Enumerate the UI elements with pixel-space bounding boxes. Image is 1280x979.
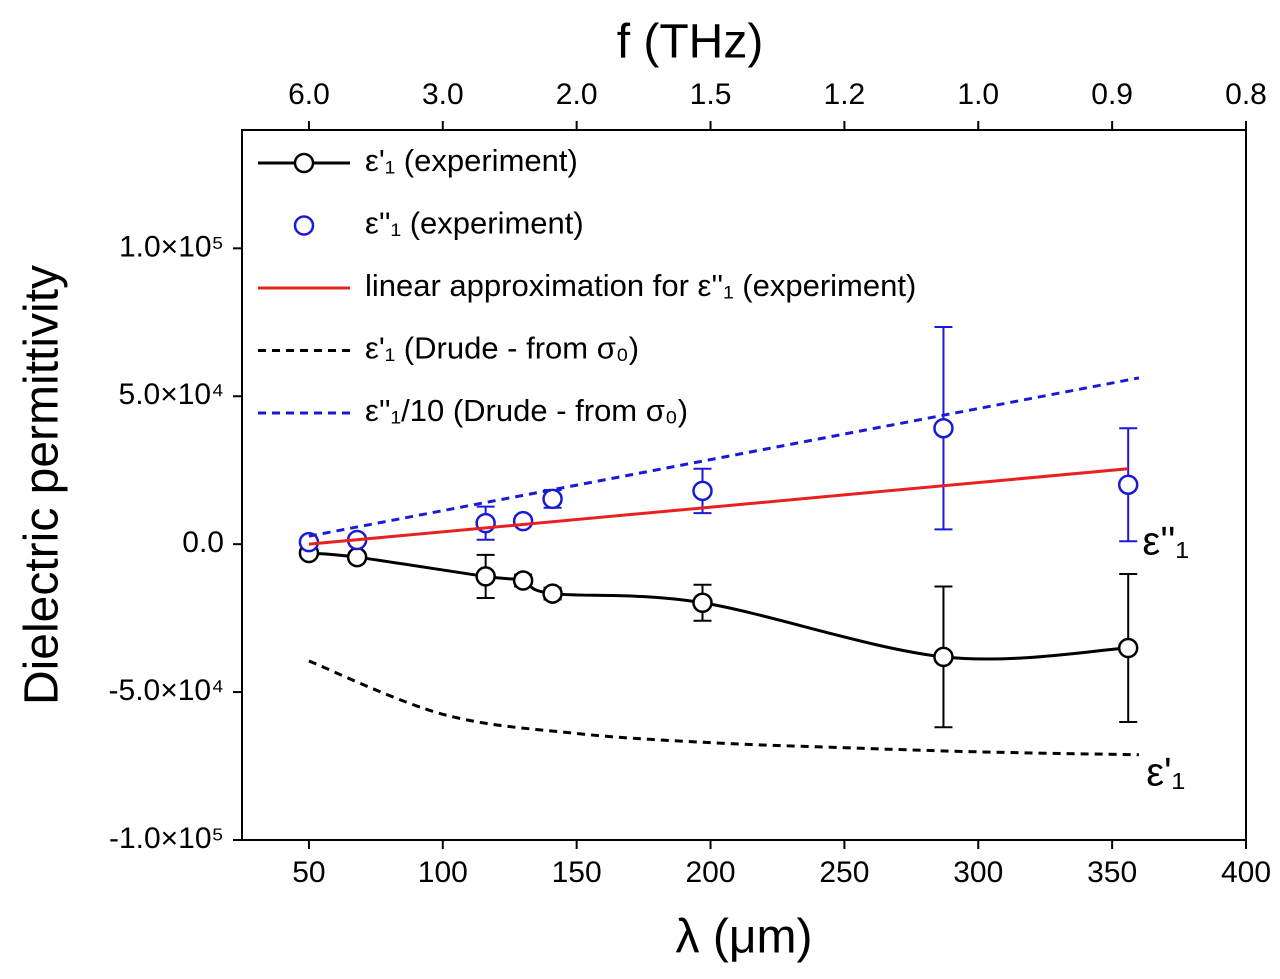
top-axis-title: f (THz) [617, 16, 764, 69]
top-tick-label: 1.2 [824, 78, 866, 111]
plot-frame [241, 129, 1247, 841]
x-tick-label: 200 [686, 856, 736, 889]
x-axis-title: λ (μm) [676, 911, 813, 964]
x-tick-label: 150 [552, 856, 602, 889]
top-tick-label: 1.5 [690, 78, 732, 111]
series-line [308, 376, 1140, 538]
legend-label: ε'₁ (Drude - from σ₀) [365, 331, 639, 366]
top-tick-label: 3.0 [422, 78, 464, 111]
legend-marker [293, 152, 315, 174]
top-tick-label: 2.0 [556, 78, 598, 111]
data-point [1117, 474, 1139, 495]
annotation: ε''₁ [1142, 520, 1189, 564]
data-point [346, 546, 368, 568]
legend-label: linear approximation for ε''₁ (experimen… [365, 268, 916, 303]
data-point [475, 566, 496, 587]
legend-marker [293, 215, 315, 236]
data-point [933, 646, 954, 668]
data-point [1117, 637, 1139, 659]
series-line [308, 551, 1129, 661]
data-point [512, 570, 534, 591]
legend-label: ε'₁ (experiment) [365, 143, 578, 178]
data-point [692, 480, 713, 502]
data-point [542, 583, 563, 604]
series-line [308, 467, 1129, 546]
top-tick-label: 0.9 [1091, 78, 1133, 111]
x-tick-label: 400 [1221, 856, 1271, 889]
x-tick-label: 100 [418, 856, 468, 889]
data-point [512, 510, 534, 532]
legend-label: ε''₁ (experiment) [365, 206, 584, 241]
y-axis-title: Dielectric permittivity [16, 265, 69, 705]
y-tick-label: 5.0×10⁴ [119, 378, 224, 411]
y-tick-label: 1.0×10⁵ [119, 230, 224, 263]
y-tick-label: -5.0×10⁴ [109, 674, 224, 707]
data-point [692, 592, 713, 613]
series-line [308, 659, 1139, 757]
x-tick-label: 50 [292, 856, 325, 889]
data-point [542, 488, 563, 510]
x-tick-label: 250 [819, 856, 869, 889]
x-tick-label: 350 [1087, 856, 1137, 889]
top-tick-label: 1.0 [957, 78, 999, 111]
top-tick-label: 6.0 [288, 78, 330, 111]
y-tick-label: -1.0×10⁵ [109, 822, 224, 855]
x-tick-label: 300 [953, 856, 1003, 889]
data-point [933, 417, 954, 439]
legend-label: ε''₁/10 (Drude - from σ₀) [365, 393, 688, 428]
annotation: ε'₁ [1146, 750, 1185, 794]
top-tick-label: 0.8 [1225, 78, 1267, 111]
y-tick-label: 0.0 [182, 526, 224, 559]
